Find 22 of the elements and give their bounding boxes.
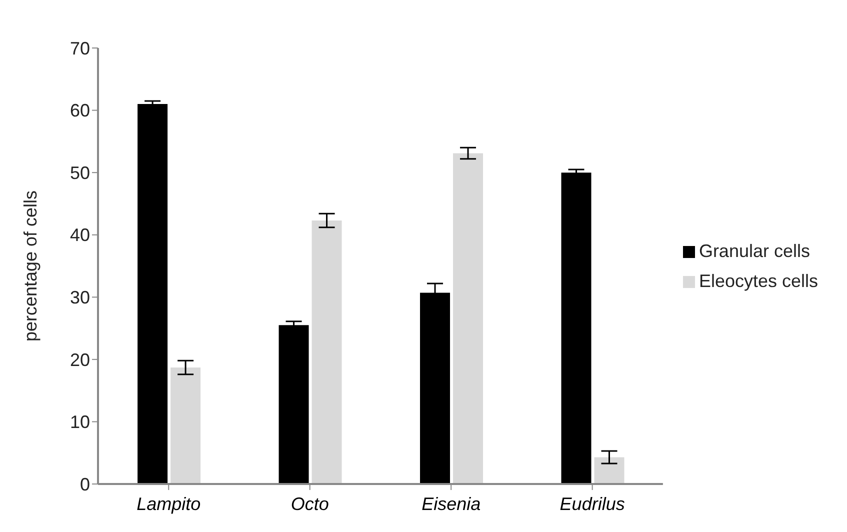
- y-tick-label: 10: [70, 412, 90, 432]
- y-tick-label: 50: [70, 162, 90, 183]
- bar: [278, 325, 309, 484]
- x-tick-label: Eudrilus: [560, 494, 625, 514]
- y-axis-title: percentage of cells: [20, 190, 40, 342]
- y-tick-label: 60: [70, 100, 90, 121]
- bar: [453, 153, 484, 484]
- y-tick-label: 30: [70, 288, 90, 308]
- bar: [312, 220, 342, 484]
- legend-label: Eleocytes cells: [698, 270, 818, 290]
- y-tick-label: 0: [80, 474, 90, 494]
- bar: [138, 104, 168, 484]
- bar: [561, 172, 592, 484]
- x-tick-label: Octo: [290, 494, 329, 514]
- legend-label: Granular cells: [698, 240, 810, 260]
- bar: [170, 368, 201, 484]
- x-tick-label: Lampito: [136, 494, 201, 514]
- bar: [594, 457, 624, 484]
- y-tick-label: 70: [70, 38, 90, 58]
- y-tick-label: 20: [70, 350, 90, 370]
- x-tick-label: Eisenia: [422, 494, 481, 514]
- y-tick-label: 40: [70, 225, 90, 246]
